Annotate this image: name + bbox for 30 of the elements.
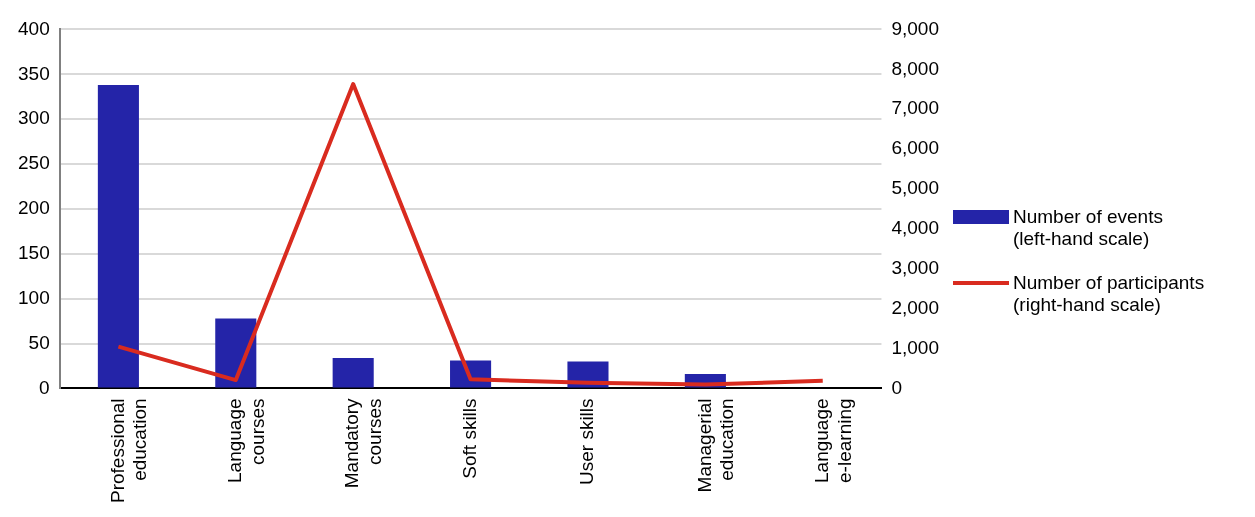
x-tick-label: Soft skills bbox=[458, 398, 480, 479]
x-tick-label: User skills bbox=[576, 398, 598, 486]
y2-tick-label: 3,000 bbox=[891, 257, 939, 278]
y2-tick-label: 9,000 bbox=[891, 17, 939, 39]
y2-tick-label: 2,000 bbox=[891, 296, 939, 318]
y2-tick-label: 4,000 bbox=[891, 217, 939, 239]
bar bbox=[97, 85, 139, 388]
x-tick-label: Managerial education bbox=[693, 398, 738, 493]
y-tick-label: 0 bbox=[39, 376, 50, 398]
x-tick-label: Language courses bbox=[224, 398, 268, 483]
y-tick-label: 400 bbox=[18, 17, 50, 39]
x-tick-label: Language e-learning bbox=[810, 398, 855, 483]
y-tick-label: 200 bbox=[18, 197, 50, 219]
y-tick-label: 50 bbox=[28, 331, 50, 353]
y-tick-label: 350 bbox=[18, 62, 50, 84]
y-tick-label: 300 bbox=[18, 107, 50, 129]
y2-tick-label: 6,000 bbox=[891, 137, 939, 159]
legend-label: Number of participants (right-hand scale) bbox=[1013, 271, 1205, 316]
y2-tick-label: 1,000 bbox=[891, 336, 939, 358]
y2-tick-label: 0 bbox=[891, 376, 903, 398]
legend-label: Number of events (left-hand scale) bbox=[1013, 205, 1163, 250]
x-tick-label: Mandatory courses bbox=[341, 397, 386, 489]
y-tick-label: 150 bbox=[18, 242, 50, 264]
x-tick-label: Professional education bbox=[106, 398, 151, 504]
y-tick-label: 250 bbox=[18, 152, 50, 174]
bar bbox=[332, 357, 374, 388]
y2-tick-label: 5,000 bbox=[891, 177, 939, 199]
y2-tick-label: 7,000 bbox=[891, 97, 939, 119]
y-tick-label: 100 bbox=[18, 286, 50, 308]
y2-tick-label: 8,000 bbox=[891, 57, 939, 79]
